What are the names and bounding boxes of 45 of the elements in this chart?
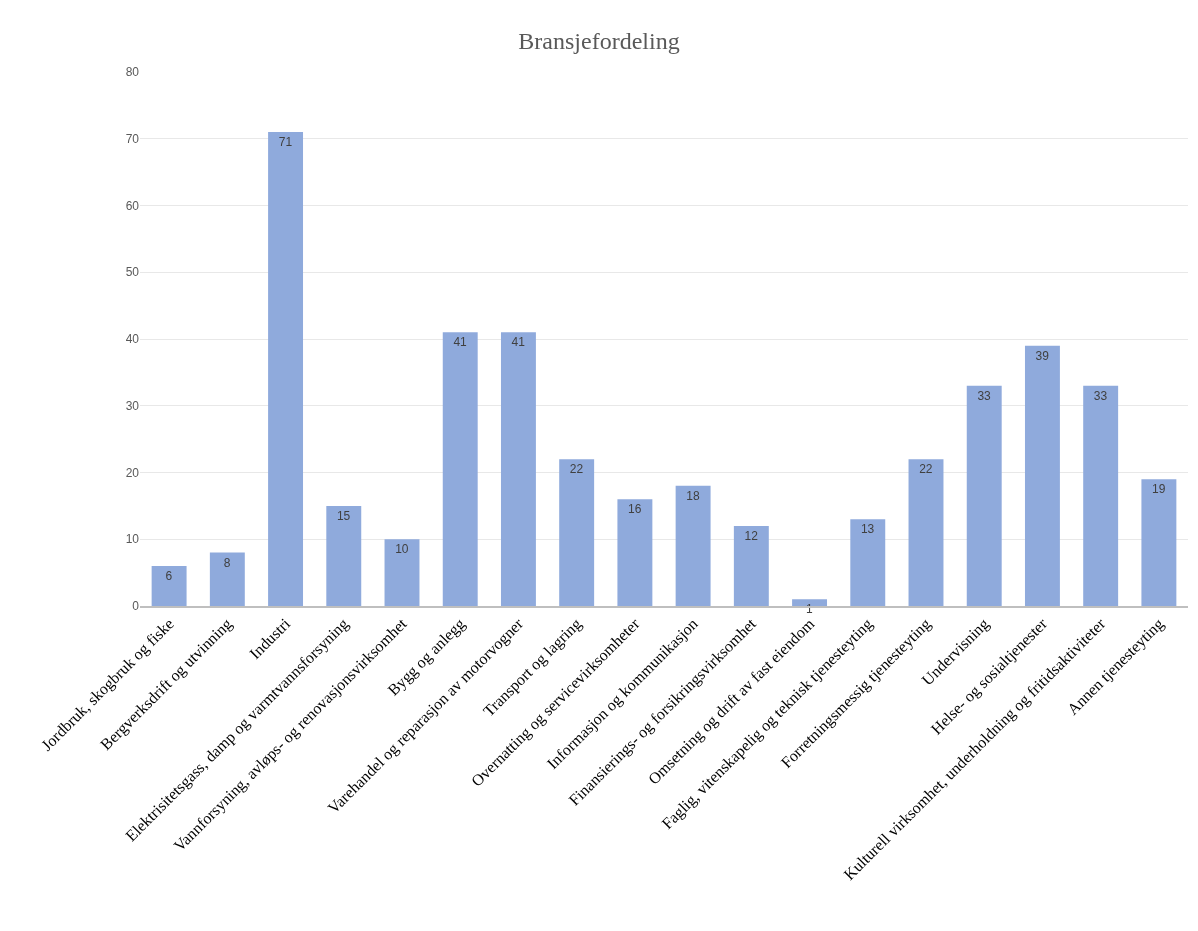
data-label: 33	[1093, 388, 1108, 403]
data-label: 12	[744, 528, 759, 543]
y-tick-label: 60	[125, 198, 140, 213]
chart-title: Bransjefordeling	[518, 28, 680, 55]
y-tick-label: 50	[125, 265, 140, 280]
data-label: 22	[569, 462, 584, 477]
data-label: 8	[223, 555, 231, 570]
bar	[1024, 345, 1060, 606]
data-label: 41	[511, 335, 526, 350]
bar	[1083, 385, 1119, 606]
bar	[733, 525, 769, 606]
bar	[209, 552, 245, 606]
data-label: 33	[977, 388, 992, 403]
y-tick-label: 70	[125, 131, 140, 146]
bar	[384, 539, 420, 606]
bar	[850, 519, 886, 606]
data-label: 16	[628, 502, 642, 517]
data-label: 6	[165, 568, 173, 583]
bar	[792, 599, 828, 606]
y-tick-label: 30	[125, 398, 140, 413]
data-label: 22	[919, 462, 933, 477]
y-tick-label: 10	[125, 532, 140, 547]
y-tick-label: 0	[132, 599, 140, 614]
data-label: 19	[1152, 482, 1166, 497]
data-label: 10	[395, 542, 409, 557]
bar	[675, 485, 711, 606]
bar	[151, 565, 187, 606]
data-label: 71	[278, 135, 293, 150]
bar	[966, 385, 1002, 606]
bar	[617, 499, 653, 606]
data-label: 13	[860, 522, 875, 537]
bar	[326, 505, 362, 606]
y-tick-label: 40	[125, 332, 140, 347]
data-label: 18	[686, 488, 700, 503]
bar	[268, 132, 304, 606]
data-label: 39	[1035, 348, 1050, 363]
y-tick-label: 80	[125, 65, 140, 80]
bar	[559, 459, 595, 606]
bar	[442, 332, 478, 606]
bar	[500, 332, 536, 606]
data-label: 41	[453, 335, 468, 350]
bar	[1141, 479, 1177, 606]
y-tick-label: 20	[125, 465, 140, 480]
bar	[908, 459, 944, 606]
data-label: 15	[336, 508, 351, 523]
